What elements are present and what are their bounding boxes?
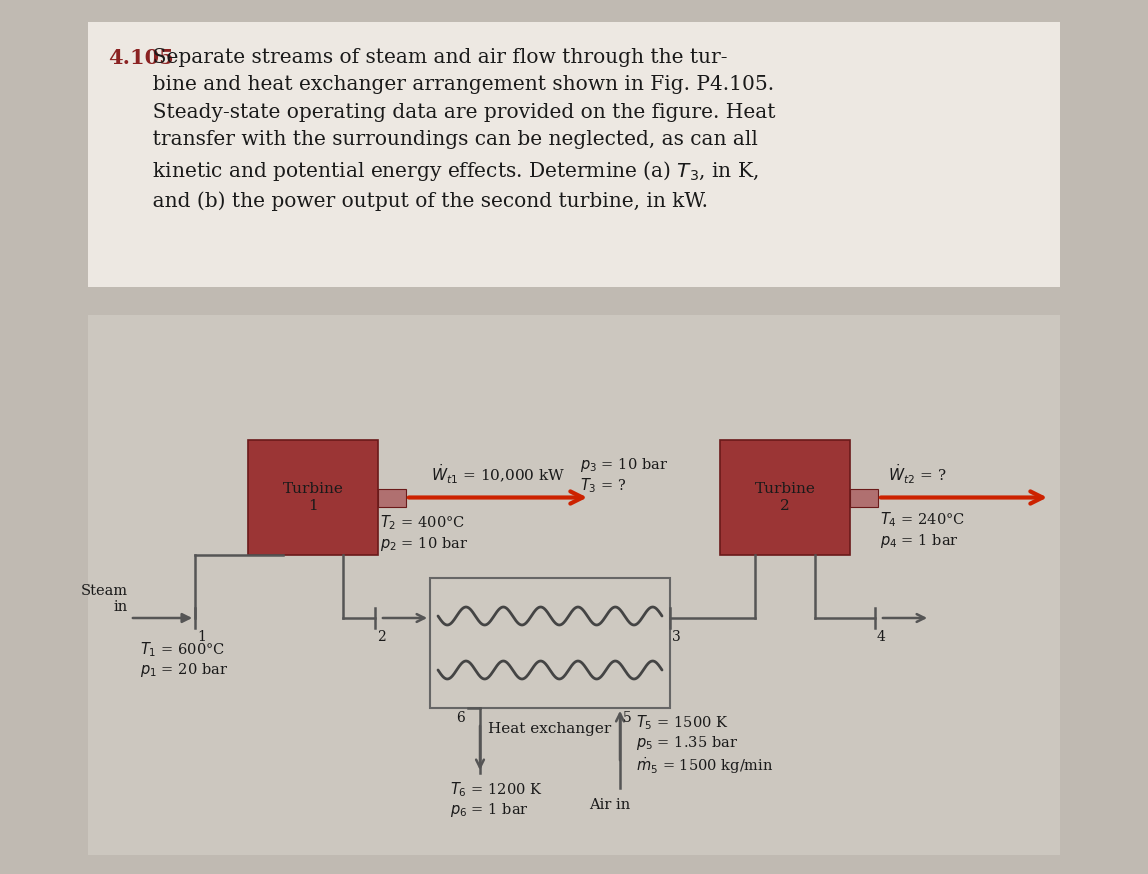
- Text: 4: 4: [877, 630, 886, 644]
- Text: Air in: Air in: [589, 798, 630, 812]
- Text: $p_3$ = 10 bar
$T_3$ = ?: $p_3$ = 10 bar $T_3$ = ?: [580, 455, 668, 495]
- Text: 5: 5: [623, 711, 631, 725]
- Bar: [248, 440, 378, 555]
- Bar: [88, 315, 1060, 855]
- Text: 2: 2: [377, 630, 386, 644]
- Text: Heat exchanger: Heat exchanger: [488, 722, 612, 736]
- Text: $T_2$ = 400°C
$p_2$ = 10 bar: $T_2$ = 400°C $p_2$ = 10 bar: [380, 514, 468, 553]
- Text: Separate streams of steam and air flow through the tur-
       bine and heat exc: Separate streams of steam and air flow t…: [108, 48, 776, 211]
- Bar: [88, 22, 1060, 287]
- Bar: [430, 578, 670, 708]
- Text: $T_1$ = 600°C
$p_1$ = 20 bar: $T_1$ = 600°C $p_1$ = 20 bar: [140, 640, 228, 679]
- Bar: [850, 489, 878, 507]
- Text: $\dot{W}_{t2}$ = ?: $\dot{W}_{t2}$ = ?: [889, 461, 946, 485]
- Text: 1: 1: [197, 630, 205, 644]
- Text: Turbine
2: Turbine 2: [754, 482, 815, 512]
- Text: Turbine
1: Turbine 1: [282, 482, 343, 512]
- Bar: [378, 489, 406, 507]
- Text: $T_5$ = 1500 K
$p_5$ = 1.35 bar
$\dot{m}_5$ = 1500 kg/min: $T_5$ = 1500 K $p_5$ = 1.35 bar $\dot{m}…: [636, 713, 774, 776]
- Text: $T_4$ = 240°C
$p_4$ = 1 bar: $T_4$ = 240°C $p_4$ = 1 bar: [881, 510, 965, 550]
- Text: $\dot{W}_{t1}$ = 10,000 kW: $\dot{W}_{t1}$ = 10,000 kW: [430, 461, 565, 485]
- Bar: [720, 440, 850, 555]
- Text: 4.105: 4.105: [108, 48, 173, 68]
- Text: Steam
in: Steam in: [80, 584, 127, 614]
- Text: 6: 6: [456, 711, 465, 725]
- Text: $T_6$ = 1200 K
$p_6$ = 1 bar: $T_6$ = 1200 K $p_6$ = 1 bar: [450, 780, 543, 819]
- Text: 3: 3: [672, 630, 681, 644]
